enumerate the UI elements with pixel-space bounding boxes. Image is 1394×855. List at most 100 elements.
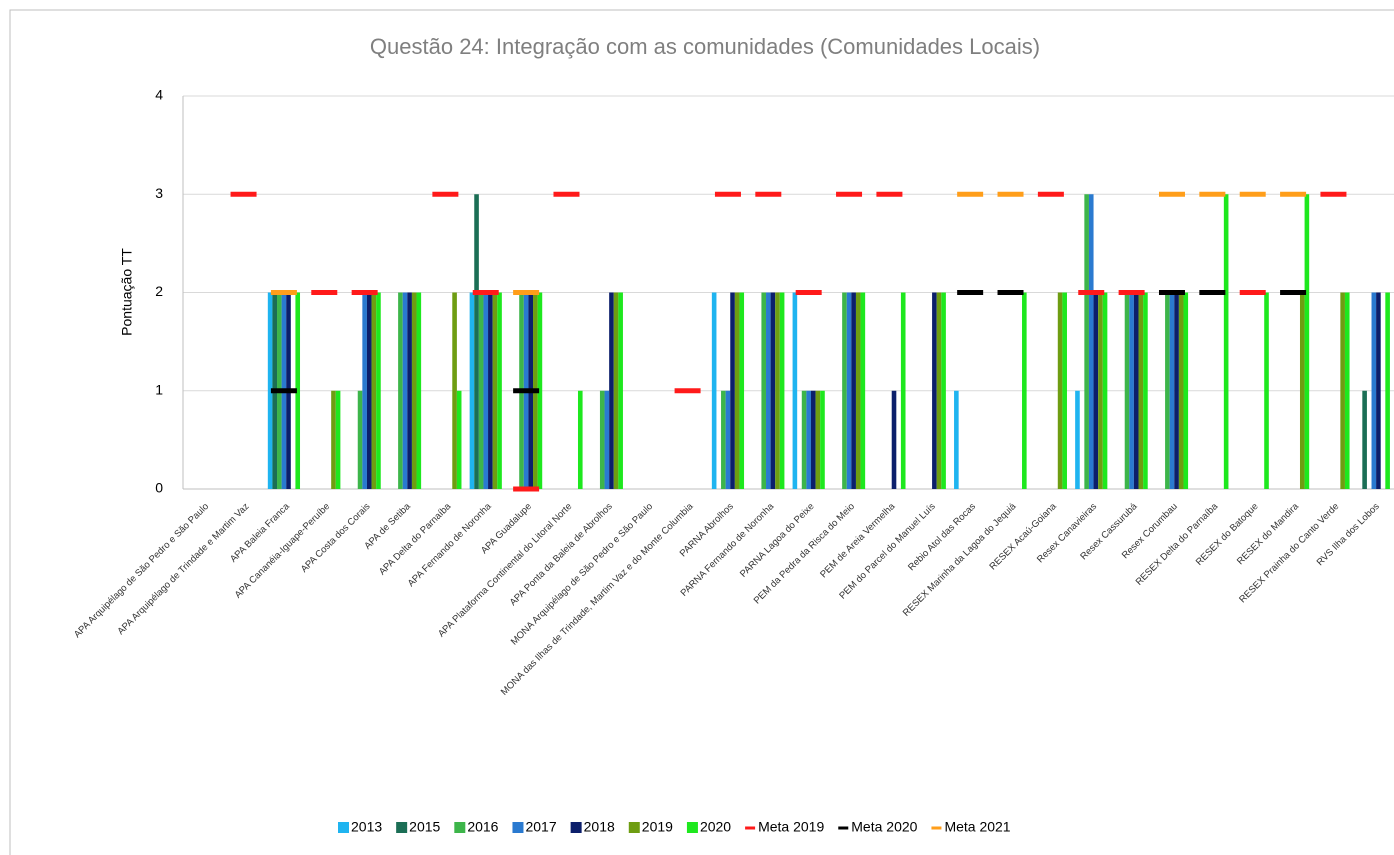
bar [1264,292,1269,489]
meta-marker [1037,191,1064,197]
bar [402,292,408,489]
bar [954,390,959,489]
bar [1183,292,1189,489]
bar [810,390,816,489]
legend-swatch [931,826,942,830]
bar [1062,292,1067,489]
y-tick-label: 2 [155,283,163,299]
meta-marker [230,191,257,197]
bar [1124,292,1130,489]
meta-marker [351,290,378,295]
meta-marker [472,290,499,295]
legend-swatch [454,822,466,833]
bar [779,292,785,489]
meta-marker [674,388,701,394]
bar [604,390,610,489]
bar [792,292,798,489]
bar [1299,292,1305,489]
legend-swatch [628,822,640,833]
meta-marker [755,191,782,197]
bar [492,292,498,489]
bar [295,292,301,489]
bar [1223,194,1229,489]
legend-label: 2018 [584,819,615,835]
bar [267,292,273,489]
legend-label: 2019 [642,819,673,835]
bar [416,292,422,489]
legend-label: 2017 [525,819,556,835]
meta-marker [432,191,459,197]
bar [725,390,731,489]
legend-swatch [512,822,524,833]
bar [1057,292,1063,489]
bar [488,292,493,489]
bar [711,292,717,489]
bar [815,390,821,489]
bar [775,292,780,489]
meta-marker [1280,290,1307,295]
meta-marker [513,290,540,295]
bar [1178,292,1184,489]
legend-swatch [686,822,698,833]
bar [474,194,479,489]
meta-marker [957,191,984,197]
bar [537,292,543,489]
meta-marker [1158,290,1185,295]
bar [730,292,735,489]
bar [766,292,771,489]
bar [932,292,937,489]
bar [1165,292,1170,489]
legend-swatch [396,822,408,833]
meta-marker [795,290,822,295]
bar [761,292,767,489]
legend-label: 2015 [409,819,440,835]
legend-label: Meta 2019 [758,819,824,835]
bar [1340,292,1345,489]
bar [1133,292,1139,489]
bar [1143,292,1148,489]
bar [613,292,619,489]
meta-marker [513,486,540,492]
legend-label: 2020 [700,819,731,835]
bar [497,292,502,489]
y-tick-label: 0 [155,480,163,496]
meta-marker [1320,191,1347,197]
bar [891,390,897,489]
bar [941,292,946,489]
bar [820,390,825,489]
chart-title: Questão 24: Integração com as comunidade… [370,34,1040,59]
bar [936,292,942,489]
meta-marker [1280,191,1307,197]
meta-marker [1239,191,1266,197]
bar [1344,292,1350,489]
bar [739,292,745,489]
bar [1385,292,1390,489]
bar [900,292,906,489]
bar [1075,390,1080,489]
bar [407,292,412,489]
meta-marker [311,290,338,295]
y-axis-label: Pontuação TT [119,248,135,336]
bar [452,292,457,489]
bar [860,292,866,489]
y-tick-label: 4 [155,87,163,103]
bar [478,292,484,489]
bar [1102,292,1108,489]
bar [609,292,614,489]
legend-swatch [838,826,849,830]
bar [1371,292,1377,489]
bar [1022,292,1027,489]
bar [398,292,403,489]
meta-marker [836,191,863,197]
bar [376,292,381,489]
y-tick-label: 3 [155,185,163,201]
meta-marker [1199,191,1226,197]
meta-marker [1078,290,1105,295]
bar [855,292,861,489]
bar [371,292,377,489]
legend-label: 2016 [467,819,498,835]
chart-border [9,9,1394,855]
bar [599,390,605,489]
bar [1169,292,1175,489]
